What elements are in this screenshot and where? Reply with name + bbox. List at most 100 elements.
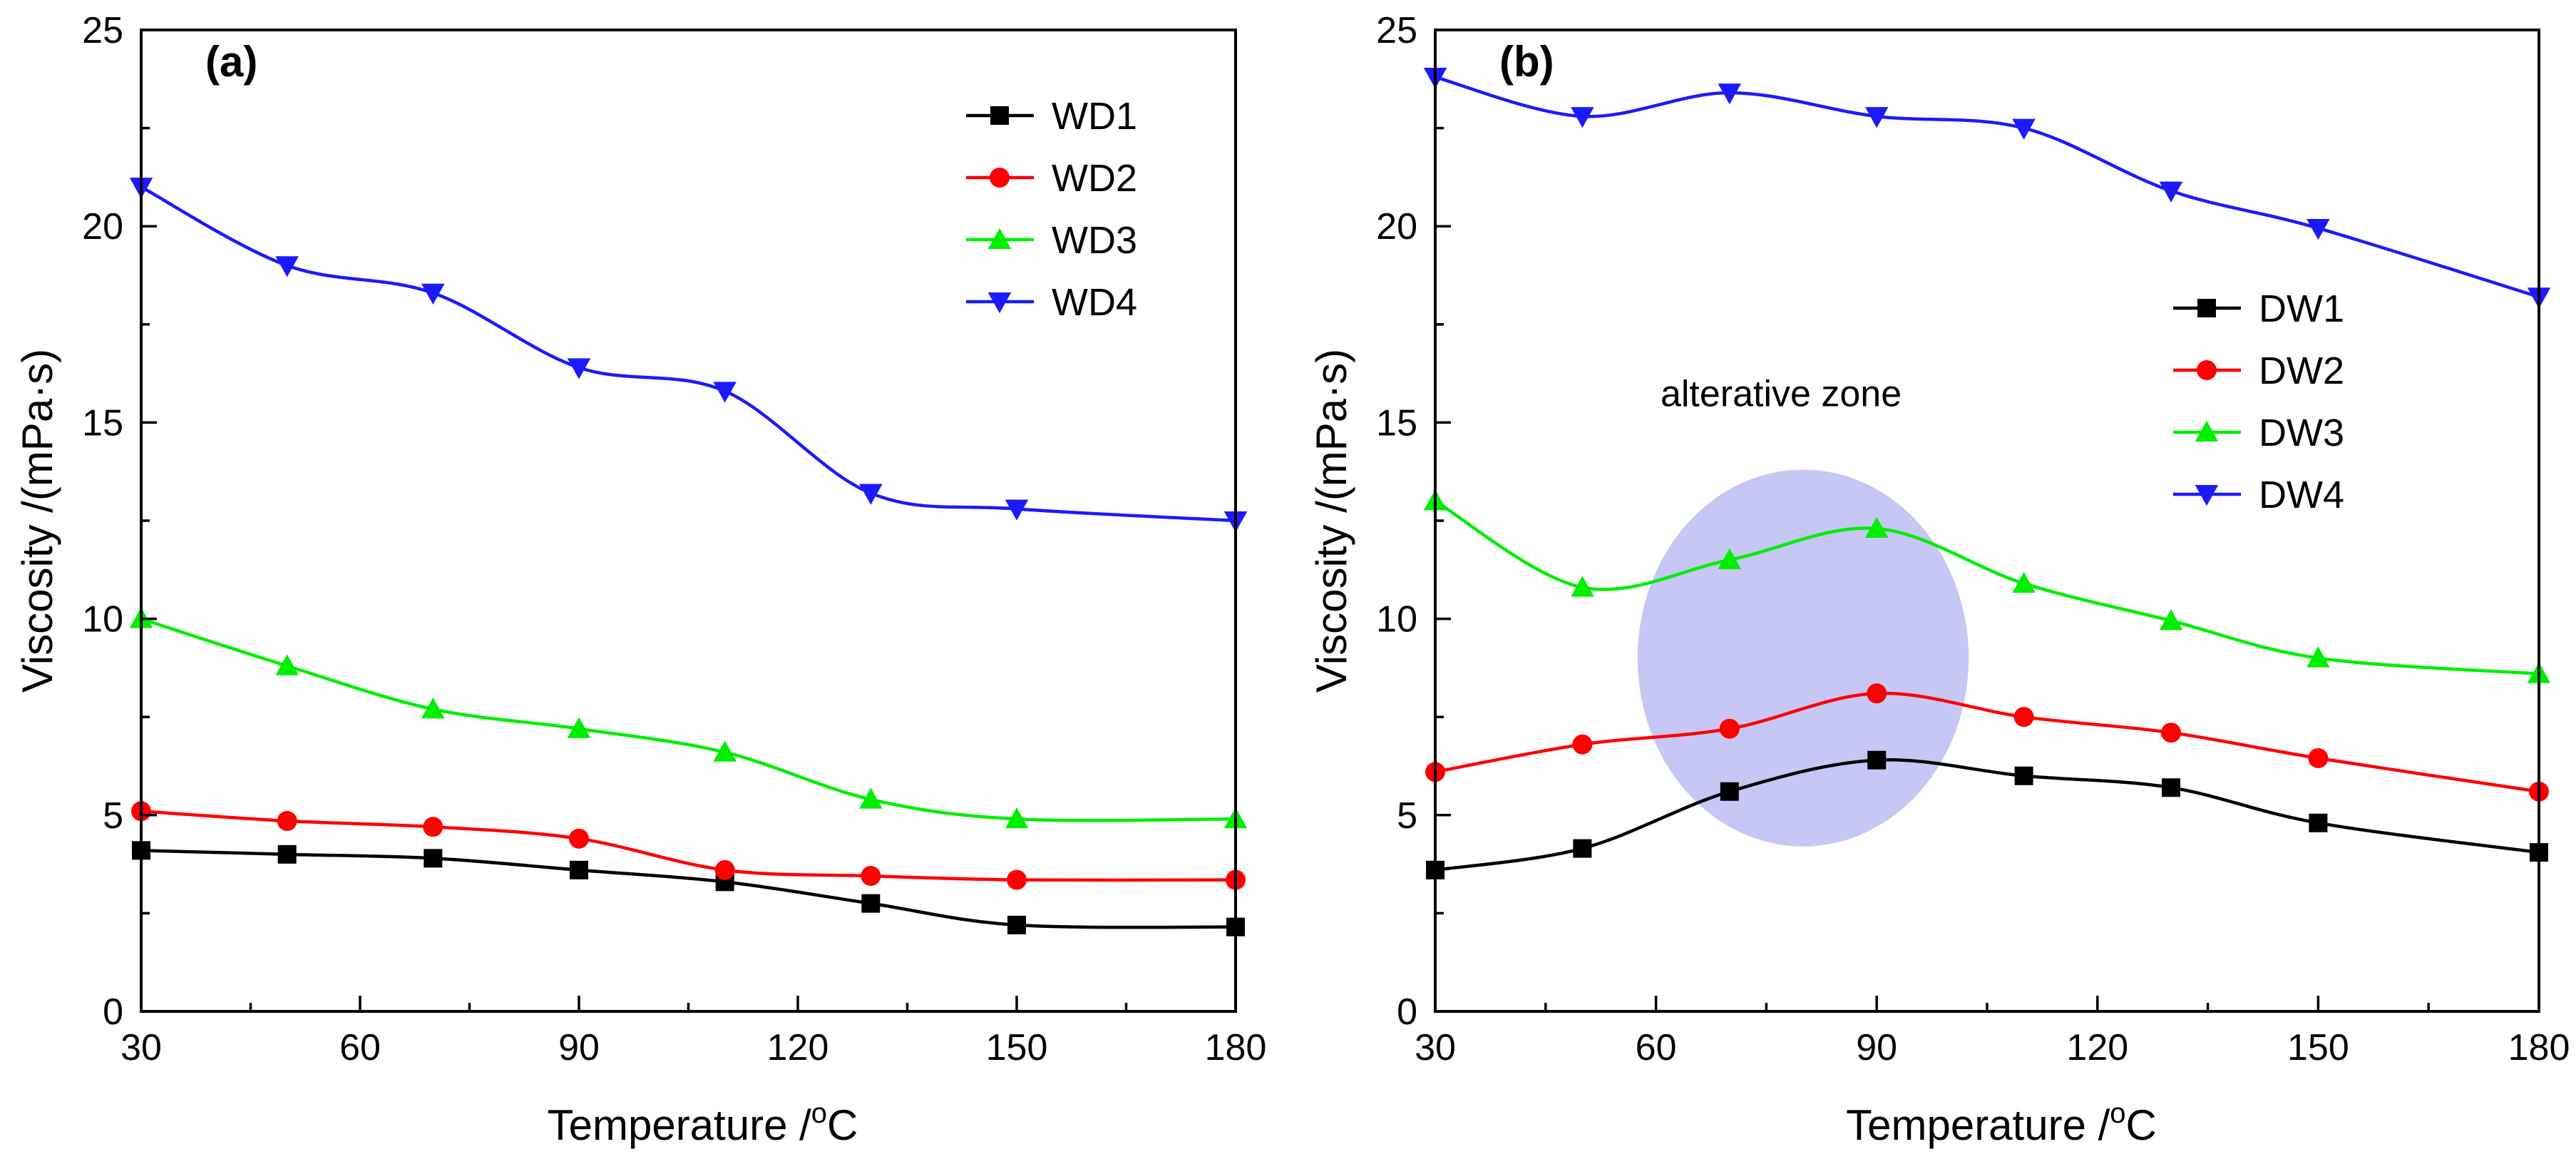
point-WD4-50: [275, 256, 299, 277]
x-axis-title: Temperature /oC: [548, 1098, 858, 1149]
series-line-DW1: [1435, 758, 2540, 872]
legend: WD1 WD2 WD3 WD4: [966, 95, 1137, 324]
x-tick-label: 60: [1636, 1027, 1677, 1068]
y-tick-label: 5: [103, 795, 123, 837]
point-WD3-90: [567, 717, 591, 738]
point-DW3-130: [2159, 609, 2183, 631]
point-DW3-110: [2012, 571, 2036, 593]
point-WD3-110: [713, 740, 737, 762]
point-DW4-130: [2159, 181, 2183, 203]
x-tick-label: 90: [558, 1027, 600, 1068]
legend-label-WD2: WD2: [1052, 157, 1137, 200]
x-tick-label: 120: [2066, 1027, 2128, 1068]
x-tick-label: 30: [1415, 1027, 1456, 1068]
series-WD3: [129, 607, 1248, 829]
series-line-DW4: [1435, 75, 2540, 299]
legend-label-DW1: DW1: [2259, 287, 2344, 330]
y-tick-label: 0: [103, 991, 123, 1033]
point-WD4-110: [713, 382, 737, 403]
point-WD4-70: [421, 283, 445, 305]
point-DW4-70: [1718, 83, 1742, 105]
series-DW1: [1426, 750, 2548, 879]
point-WD2-150: [1007, 869, 1027, 890]
y-tick-label: 10: [1376, 599, 1417, 640]
point-WD4-130: [859, 484, 883, 505]
y-tick-label: 5: [1397, 795, 1417, 837]
legend-label-DW2: DW2: [2259, 349, 2344, 392]
legend-marker-WD3: [987, 228, 1012, 249]
point-DW2-50: [1572, 734, 1593, 755]
x-tick-label: 30: [120, 1027, 162, 1068]
point-WD2-130: [861, 866, 881, 887]
point-DW1-90: [1867, 750, 1887, 770]
point-WD2-50: [277, 811, 297, 832]
annotation-text: alterative zone: [1661, 373, 1902, 414]
series-line-WD3: [140, 617, 1236, 822]
point-WD2-110: [714, 859, 735, 880]
x-tick-label: 180: [1205, 1027, 1267, 1068]
x-tick-label: 150: [2287, 1027, 2349, 1068]
point-DW4-50: [1571, 107, 1594, 128]
point-WD2-70: [423, 817, 443, 837]
point-WD4-90: [567, 358, 591, 379]
legend-label-WD1: WD1: [1052, 95, 1137, 138]
x-tick-label: 150: [986, 1027, 1048, 1068]
point-DW2-90: [1867, 683, 1887, 704]
legend-marker-DW2: [2197, 360, 2217, 380]
point-DW3-50: [1571, 576, 1594, 597]
point-DW3-90: [1864, 516, 1889, 538]
panel-label: (b): [1499, 38, 1554, 86]
x-tick-label: 120: [767, 1027, 829, 1068]
point-WD4-150: [1005, 499, 1029, 521]
point-WD3-130: [859, 787, 883, 809]
y-tick-label: 10: [82, 599, 123, 640]
panel-b: 30 60 90 120 150 180 0 5 10 15 20 25 (b) Temperature …: [1308, 10, 2570, 1149]
y-tick-label: 15: [1376, 402, 1417, 444]
y-tick-label: 25: [1376, 10, 1417, 51]
legend-marker-WD1: [990, 106, 1009, 125]
point-WD1-150: [1007, 915, 1026, 934]
panel-a: 30 60 90 120 150 180 0 5 10 15 20 25 (a) Temperature …: [14, 10, 1266, 1149]
point-DW2-70: [1719, 718, 1740, 739]
y-tick-label: 20: [1376, 206, 1417, 247]
legend-label-DW4: DW4: [2259, 474, 2344, 516]
y-tick-label: 20: [82, 206, 123, 247]
x-tick-label: 180: [2508, 1027, 2570, 1068]
point-WD3-150: [1005, 807, 1029, 829]
point-DW2-130: [2161, 723, 2181, 743]
y-tick-label: 0: [1397, 991, 1417, 1033]
x-axis-title: Temperature /oC: [1846, 1098, 2157, 1149]
legend-marker-DW3: [2195, 420, 2219, 441]
point-DW1-110: [2014, 766, 2033, 785]
y-axis-title: Viscosity /(mPa·s): [1308, 349, 1355, 693]
plot-frame: [1434, 29, 2540, 1013]
legend-label-WD4: WD4: [1052, 281, 1137, 324]
point-WD2-90: [569, 828, 589, 849]
point-DW2-150: [2308, 747, 2329, 768]
point-WD1-90: [570, 860, 588, 879]
legend-label-WD3: WD3: [1052, 219, 1137, 262]
point-DW4-110: [2012, 118, 2036, 140]
point-DW1-50: [1573, 839, 1592, 858]
y-tick-label: 15: [82, 402, 123, 444]
x-tick-label: 90: [1856, 1027, 1897, 1068]
series-WD2: [131, 801, 1246, 890]
series-DW2: [1425, 683, 2549, 802]
point-DW3-70: [1718, 548, 1742, 570]
x-tick-label: 60: [339, 1027, 381, 1068]
legend-marker-DW1: [2197, 299, 2216, 317]
point-WD1-50: [277, 844, 297, 864]
highlight-zone-ellipse: [1637, 469, 1969, 847]
legend-label-DW3: DW3: [2259, 412, 2344, 454]
point-DW4-90: [1864, 107, 1889, 128]
panel-label: (a): [205, 38, 257, 86]
point-WD1-70: [424, 849, 443, 868]
series-line-DW2: [1435, 691, 2540, 794]
point-DW3-150: [2306, 646, 2330, 668]
legend-marker-WD2: [990, 168, 1010, 188]
y-axis-title: Viscosity /(mPa·s): [14, 349, 61, 693]
point-WD3-70: [421, 697, 445, 719]
point-WD3-50: [275, 654, 299, 675]
point-WD1-130: [861, 894, 881, 913]
